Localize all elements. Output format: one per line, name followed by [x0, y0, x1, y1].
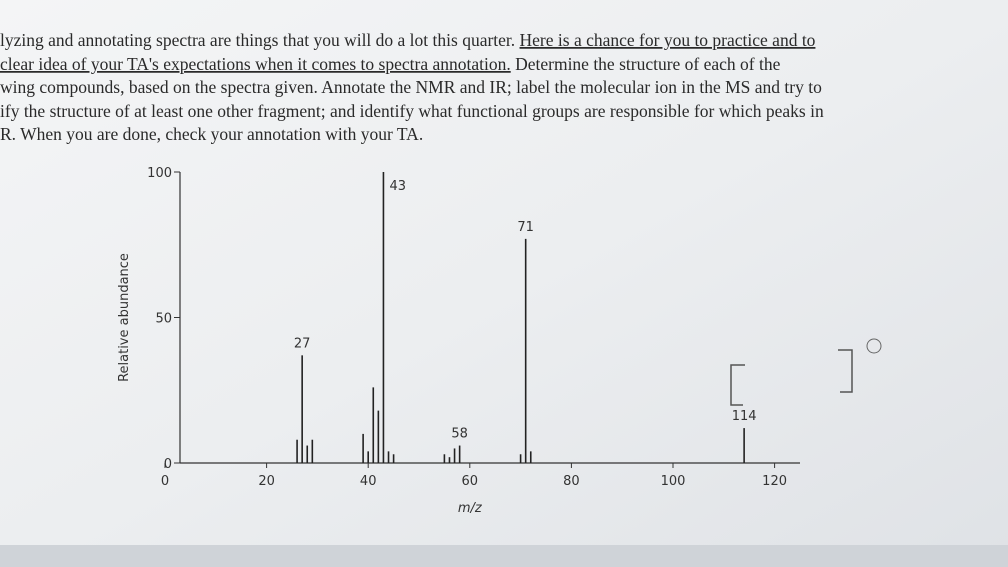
text-segment: ify the structure of at least one other …	[0, 101, 824, 121]
paragraph-line: R. When you are done, check your annotat…	[0, 124, 423, 144]
x-tick-label: 20	[258, 474, 275, 489]
x-tick-label: 120	[762, 474, 787, 489]
y-axis-label: Relative abundance	[117, 253, 132, 382]
handwritten-bracket	[730, 349, 853, 406]
y-tick-label: 50	[155, 312, 172, 327]
x-tick-label: 0	[161, 474, 169, 489]
y-tick-label: 100	[147, 166, 172, 181]
x-tick-label: 40	[360, 474, 377, 489]
paragraph-line: wing compounds, based on the spectra giv…	[0, 77, 822, 97]
paragraph-line: ify the structure of at least one other …	[0, 101, 824, 121]
x-axis-label: m/z	[458, 501, 483, 516]
text-segment: Here is a chance for you to practice and…	[520, 30, 816, 50]
peak-label: 58	[451, 427, 468, 442]
text-segment: lyzing and annotating spectra are things…	[0, 30, 520, 50]
x-tick-label: 60	[462, 474, 479, 489]
text-segment: Determine the structure of each of the	[511, 54, 781, 74]
peak-label: 43	[389, 179, 406, 194]
paragraph-line: lyzing and annotating spectra are things…	[0, 30, 816, 50]
x-tick-label: 100	[661, 474, 686, 489]
handwritten-mark	[866, 338, 882, 354]
text-segment: clear idea of your TA's expectations whe…	[0, 54, 511, 74]
text-segment: R. When you are done, check your annotat…	[0, 124, 423, 144]
peak-label: 71	[517, 220, 534, 235]
y-tick-label: 0	[164, 457, 172, 472]
peak-label: 27	[294, 336, 311, 351]
paper-edge	[0, 545, 1008, 567]
paragraph-line: clear idea of your TA's expectations whe…	[0, 54, 781, 74]
x-tick-label: 80	[563, 474, 580, 489]
text-segment: wing compounds, based on the spectra giv…	[0, 77, 822, 97]
peak-label: 114	[732, 409, 757, 424]
